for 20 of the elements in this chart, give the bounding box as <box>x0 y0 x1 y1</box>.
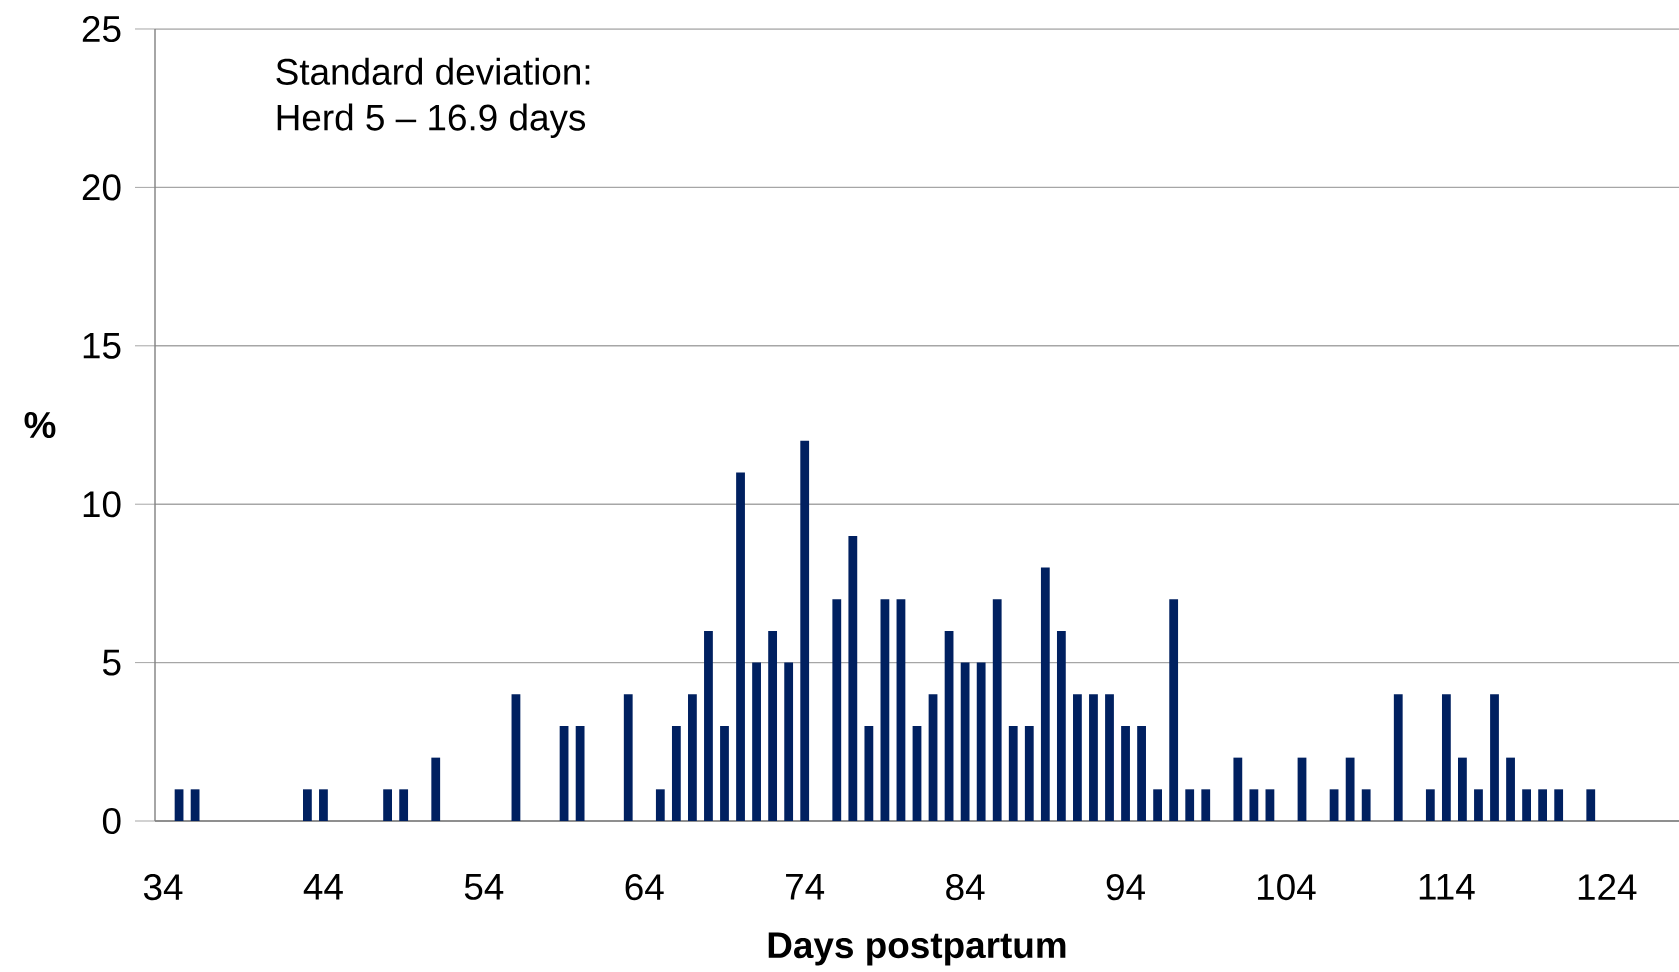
x-tick-label: 34 <box>143 874 183 901</box>
x-tick-label: 54 <box>464 874 504 900</box>
x-tick-label: 104 <box>1257 874 1316 901</box>
y-tick-label: 15 <box>83 332 121 359</box>
x-tick-label: 94 <box>1106 874 1145 901</box>
x-tick-label: 114 <box>1419 874 1475 900</box>
y-tick-label: 0 <box>102 807 121 835</box>
x-tick-label: 124 <box>1578 874 1637 900</box>
x-tick-label: 44 <box>303 874 343 900</box>
y-tick-label: 10 <box>83 491 121 518</box>
annotation: Herd 5 – 16.9 days <box>277 103 586 138</box>
x-tick-label: 74 <box>786 874 825 900</box>
x-tick-label: 64 <box>625 874 664 901</box>
y-tick-label: 5 <box>102 649 121 676</box>
x-tick-label: 84 <box>946 874 985 901</box>
x-axis-title: Days postpartum <box>768 932 1066 966</box>
y-axis-title: % <box>24 412 56 438</box>
y-tick-label: 20 <box>82 174 121 201</box>
annotation: Standard deviation: <box>276 57 590 85</box>
y-tick-label: 25 <box>82 15 121 43</box>
